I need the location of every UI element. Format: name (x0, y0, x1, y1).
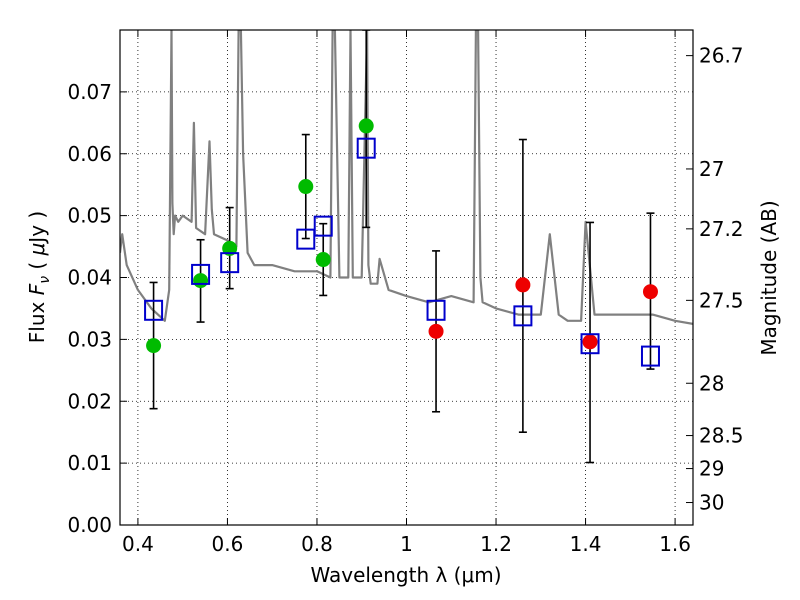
observed-point-marker (515, 277, 531, 293)
x-tick-label: 1 (400, 532, 413, 556)
x-tick-label: 1.6 (659, 532, 691, 556)
tick-labels: 0.4 0.6 0.8 1 1.2 1.4 1.6 0.00 0.01 0.02 0.03 0.04 0… (67, 44, 743, 556)
y-tick-label: 0.03 (67, 327, 112, 351)
x-tick-label: 1.4 (570, 532, 602, 556)
observed-point-marker (428, 323, 444, 339)
mag-tick-label: 27.2 (699, 217, 744, 241)
model-square-marker (313, 215, 333, 237)
y-axis-label-symbol: F (25, 283, 49, 295)
x-tick-label: 1.2 (480, 532, 512, 556)
ticks (120, 30, 693, 526)
observed-point-marker (642, 284, 658, 300)
model-square-marker (426, 299, 446, 321)
observed-point-marker (582, 334, 598, 350)
x-axis-label: Wavelength λ (μm) (310, 563, 501, 587)
observed-point-marker (315, 252, 331, 268)
y-tick-label: 0.06 (67, 142, 112, 166)
y-tick-label: 0.02 (67, 389, 112, 413)
spectrum-line (120, 30, 693, 325)
observed-point-marker (193, 273, 209, 289)
mag-tick-label: 27 (699, 157, 724, 181)
observed-point-marker (358, 118, 374, 134)
model-square-marker (580, 333, 600, 355)
y-tick-label: 0.07 (67, 80, 112, 104)
mag-tick-label: 28.5 (699, 424, 744, 448)
model-square-marker (296, 228, 316, 250)
y-tick-label: 0.05 (67, 204, 112, 228)
x-tick-label: 0.4 (122, 532, 154, 556)
data-markers (144, 118, 660, 367)
model-square-marker (640, 345, 660, 367)
model-spectrum (120, 30, 693, 325)
y-axis-label: Flux Fν ( μJy ) (25, 211, 53, 343)
mag-tick-label: 29 (699, 457, 724, 481)
model-square-marker (513, 305, 533, 327)
y-axis-label-right: Magnitude (AB) (757, 200, 781, 355)
mag-tick-label: 27.5 (699, 288, 744, 312)
x-tick-label: 0.8 (301, 532, 333, 556)
y-tick-label: 0.00 (67, 513, 112, 537)
mag-tick-label: 26.7 (699, 44, 744, 68)
model-square-marker (144, 299, 164, 321)
mag-tick-label: 30 (699, 491, 724, 515)
observed-point-marker (298, 179, 314, 195)
model-square-marker (220, 252, 240, 274)
y-axis-label-flux: Flux (25, 295, 49, 343)
model-square-marker (356, 137, 376, 159)
observed-point-marker (146, 338, 162, 354)
y-axis-label-subscript: ν (37, 276, 53, 284)
y-axis-label-jy: Jy ) (25, 211, 49, 245)
grid (120, 30, 693, 526)
y-axis-label-unit: ( (25, 255, 49, 276)
y-tick-label: 0.04 (67, 266, 112, 290)
y-axis-label-mu: μ (25, 243, 49, 257)
mag-tick-label: 28 (699, 371, 724, 395)
model-square-marker (191, 263, 211, 285)
y-tick-label: 0.01 (67, 451, 112, 475)
x-tick-label: 0.6 (212, 532, 244, 556)
